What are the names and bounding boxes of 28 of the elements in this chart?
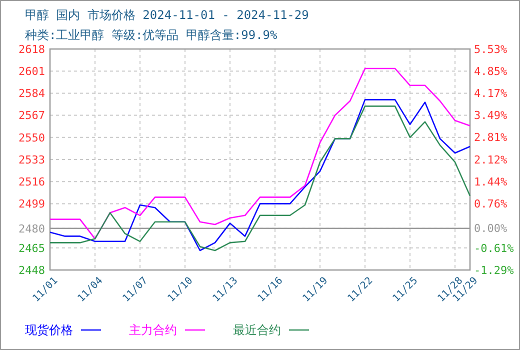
chart-subtitle: 种类:工业甲醇 等级:优等品 甲醇含量:99.9% (25, 28, 278, 42)
y-tick-label: 2448 (18, 264, 45, 277)
y2-tick-label: -0.61% (474, 242, 514, 255)
y2-tick-label: 4.17% (474, 86, 508, 100)
y-tick-label: 2533 (18, 153, 45, 166)
y-tick-label: 2499 (18, 198, 45, 211)
y-tick-label: 2584 (18, 87, 46, 100)
y-tick-label: 2567 (18, 109, 45, 122)
y-tick-label: 2550 (18, 131, 45, 144)
y2-tick-label: 5.53% (474, 42, 508, 56)
y2-tick-label: 2.81% (474, 130, 508, 144)
y-tick-label: 2601 (18, 64, 45, 78)
y2-tick-label: 2.12% (474, 153, 508, 166)
y-tick-label: 2618 (18, 42, 45, 56)
y-tick-label: 2516 (18, 175, 45, 188)
y2-tick-label: 3.49% (474, 108, 508, 122)
legend-label: 主力合约 (129, 323, 177, 337)
y2-tick-label: 1.44% (474, 175, 508, 188)
legend-label: 现货价格 (25, 323, 73, 337)
chart-title: 甲醇 国内 市场价格 2024-11-01 - 2024-11-29 (25, 8, 309, 22)
y-tick-label: 2480 (18, 222, 45, 236)
line-series (49, 68, 471, 240)
y-tick-label: 2465 (18, 242, 45, 255)
y2-tick-label: -1.29% (474, 264, 514, 277)
y2-tick-label: 4.85% (474, 64, 508, 78)
legend-label: 最近合约 (233, 323, 281, 337)
y2-tick-label: 0.00% (474, 222, 508, 236)
y2-tick-label: 0.76% (474, 197, 508, 210)
